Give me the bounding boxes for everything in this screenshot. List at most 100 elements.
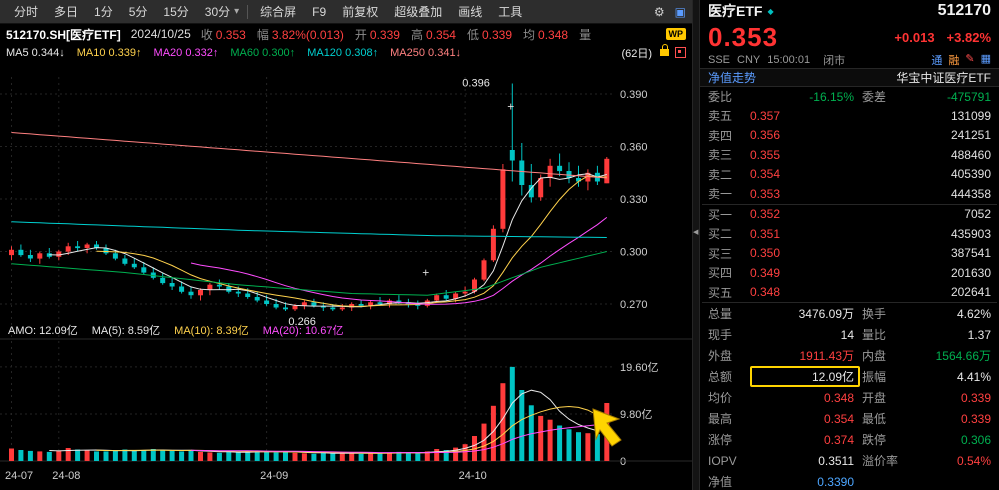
bid-price[interactable]: 0.349 [750,265,781,280]
stat-value: 0.339 [960,411,991,426]
volume-bar [387,452,392,461]
grid-icon[interactable]: ▦ [980,53,991,65]
stat-label: 内盘 [862,349,887,363]
bid-row-5[interactable]: 买五 0.348 202641 [700,283,999,303]
bid-row-2[interactable]: 买二 0.351 435903 [700,224,999,244]
candle [112,253,118,259]
amount-indicator-bar: AMO: 12.09亿 MA(5): 8.59亿 MA(10): 8.39亿 MA(2… [8,322,357,338]
stat-value: 0.306 [960,432,991,447]
candle [320,305,326,308]
candle [330,307,336,310]
price-annotation: 0.266 [288,316,316,328]
x-axis-label: 24-08 [52,470,80,482]
volume-bar [188,450,194,461]
ask-row-4[interactable]: 卖二 0.354 405390 [700,165,999,185]
volume-bar [207,452,213,461]
info-field: 收 0.353 [201,26,246,43]
ask-price[interactable]: 0.356 [750,128,781,143]
gear-icon[interactable]: ⚙ [653,4,665,19]
toolbar-menu-1[interactable]: 综合屏 [260,5,297,19]
toolbar-menu-6[interactable]: 工具 [498,5,523,19]
candle [9,249,14,256]
ask-row-5[interactable]: 卖一 0.353 444358 [700,184,999,204]
volume-bar [320,452,326,461]
toolbar-menus: 综合屏 F9 前复权 超级叠加 画线 工具 [252,3,530,20]
volume-bar [594,434,600,461]
dropdown-caret-icon[interactable]: ▾ [234,6,240,17]
ask-label: 卖一 [708,187,733,202]
collapse-handle-icon[interactable]: ◀ [693,229,699,236]
volume-bar [169,450,175,461]
info-field: 开 0.339 [355,26,400,43]
period-tab-5[interactable]: 15分 [163,5,189,19]
volume-bar [377,452,383,461]
volume-axis-label: 19.60亿 [620,361,659,374]
info-field: 均 0.348 [523,26,568,43]
monitor-icon[interactable]: ▣ [674,4,686,19]
pencil-icon[interactable]: ✎ [965,53,975,65]
bid-volume: 202641 [950,285,991,300]
ma10-line [96,175,607,307]
stat-label: 委比 [708,90,733,104]
volume-bar [216,452,222,461]
stat-label: 换手 [862,307,887,321]
toolbar-menu-5[interactable]: 画线 [458,5,483,19]
panel-divider[interactable]: ◀ [692,0,700,490]
lock-icon[interactable] [660,44,669,56]
status-row: SSE CNY 15:00:01 闭市 通 融 ✎ ▦ [700,52,999,68]
bid-price[interactable]: 0.352 [750,207,781,222]
stat-row-5: 均价 0.348 开盘 0.339 [700,387,999,408]
ask-row-1[interactable]: 卖五 0.357 131099 [700,106,999,126]
x-axis-label: 24-07 [5,470,33,482]
toolbar-menu-3[interactable]: 前复权 [342,5,379,19]
date-label: 2024/10/25 [130,27,191,41]
bid-price[interactable]: 0.350 [750,246,781,261]
stat-value: 0.374 [823,432,854,447]
info-field: 幅 3.82%(0.013) [257,26,344,43]
stat-label: 跌停 [862,433,887,447]
ask-price[interactable]: 0.357 [750,108,781,123]
toolbar-menu-2[interactable]: F9 [312,4,327,19]
period-tab-6[interactable]: 30分 [204,5,231,19]
volume-axis-label: 9.80亿 [620,408,652,421]
ask-price[interactable]: 0.355 [750,147,781,162]
period-tab-2[interactable]: 多日 [54,5,79,19]
candle [216,284,222,287]
volume-bar [519,390,525,461]
volume-bar [396,451,402,461]
ma-value-ma5: MA5 0.344↓ [6,46,65,59]
bid-price[interactable]: 0.351 [750,226,781,241]
candle [490,228,496,261]
bid-row-3[interactable]: 买三 0.350 387541 [700,244,999,264]
ask-row-3[interactable]: 卖三 0.355 488460 [700,145,999,165]
candlestick-chart[interactable]: 0.390 0.360 0.330 0.300 0.270 19.60亿 9.80亿 0 24-… [0,61,692,490]
ask-price[interactable]: 0.353 [750,186,781,201]
period-tab-3[interactable]: 1分 [94,5,113,19]
price-axis-label: 0.270 [620,299,648,311]
wp-badge[interactable]: WP [665,28,686,40]
stat-label: 总额 [708,370,733,384]
indicator-box-icon[interactable] [675,47,686,58]
period-tab-4[interactable]: 5分 [128,5,148,19]
period-label[interactable]: (62日) [621,47,652,60]
last-price: 0.353 [708,22,779,52]
candle [264,300,270,304]
ask-row-2[interactable]: 卖四 0.356 241251 [700,126,999,146]
ma-value-ma20: MA20 0.332↑ [153,46,219,59]
info-field: 高 0.354 [411,26,456,43]
toolbar-menu-4[interactable]: 超级叠加 [394,5,443,19]
price-axis-label: 0.300 [620,247,648,259]
x-axis-label: 24-10 [459,470,487,482]
ma20-line [190,217,608,305]
bid-price[interactable]: 0.348 [750,285,781,300]
period-tab-1[interactable]: 分时 [14,5,39,19]
candle [424,300,430,306]
candle [301,302,307,306]
bid-row-1[interactable]: 买一 0.352 7052 [700,205,999,225]
ma-value-ma120: MA120 0.308↑ [307,46,379,59]
nav-trend-link[interactable]: 净值走势 [708,71,757,85]
ask-price[interactable]: 0.354 [750,167,781,182]
volume-bar [424,451,430,461]
bid-row-4[interactable]: 买四 0.349 201630 [700,263,999,283]
stat-label: 最低 [862,412,887,426]
